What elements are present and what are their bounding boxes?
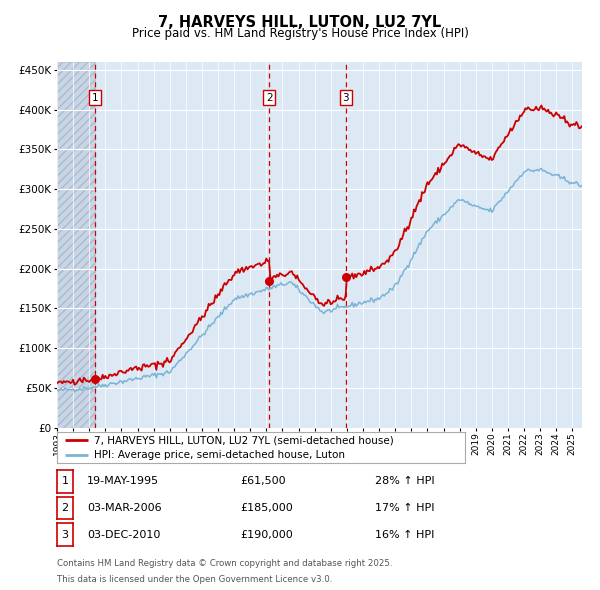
Text: 28% ↑ HPI: 28% ↑ HPI xyxy=(375,477,434,486)
Text: Contains HM Land Registry data © Crown copyright and database right 2025.: Contains HM Land Registry data © Crown c… xyxy=(57,559,392,568)
Text: 3: 3 xyxy=(62,530,68,539)
Text: 17% ↑ HPI: 17% ↑ HPI xyxy=(375,503,434,513)
Text: £61,500: £61,500 xyxy=(240,477,286,486)
Text: 3: 3 xyxy=(342,93,349,103)
Text: 1: 1 xyxy=(92,93,98,103)
Text: 1: 1 xyxy=(62,477,68,486)
Bar xyxy=(57,62,95,428)
Text: 03-MAR-2006: 03-MAR-2006 xyxy=(87,503,161,513)
Text: 2: 2 xyxy=(266,93,272,103)
Text: This data is licensed under the Open Government Licence v3.0.: This data is licensed under the Open Gov… xyxy=(57,575,332,584)
Text: £190,000: £190,000 xyxy=(240,530,293,539)
Text: 2: 2 xyxy=(62,503,68,513)
Text: Price paid vs. HM Land Registry's House Price Index (HPI): Price paid vs. HM Land Registry's House … xyxy=(131,27,469,40)
Text: £185,000: £185,000 xyxy=(240,503,293,513)
Text: 7, HARVEYS HILL, LUTON, LU2 7YL (semi-detached house): 7, HARVEYS HILL, LUTON, LU2 7YL (semi-de… xyxy=(94,435,394,445)
Text: 19-MAY-1995: 19-MAY-1995 xyxy=(87,477,159,486)
Text: 16% ↑ HPI: 16% ↑ HPI xyxy=(375,530,434,539)
Text: 7, HARVEYS HILL, LUTON, LU2 7YL: 7, HARVEYS HILL, LUTON, LU2 7YL xyxy=(158,15,442,30)
Text: HPI: Average price, semi-detached house, Luton: HPI: Average price, semi-detached house,… xyxy=(94,450,345,460)
Text: 03-DEC-2010: 03-DEC-2010 xyxy=(87,530,160,539)
